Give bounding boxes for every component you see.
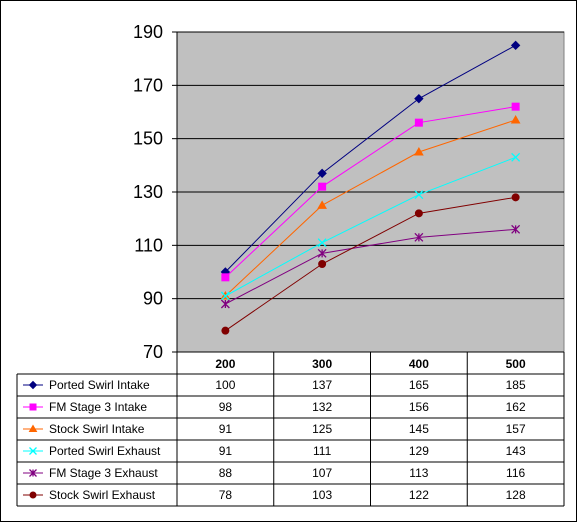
legend-label: Stock Swirl Intake [49, 422, 145, 436]
data-point [317, 248, 327, 258]
data-label: 103 [312, 488, 332, 502]
y-tick-label: 170 [133, 75, 163, 95]
series-line [225, 106, 516, 278]
series-line [225, 119, 516, 297]
y-tick-label: 110 [134, 235, 163, 255]
data-point [414, 209, 423, 218]
legend-key-marker [29, 447, 37, 455]
data-label: 78 [219, 488, 233, 502]
data-label: 100 [215, 378, 235, 392]
legend-label: FM Stage 3 Intake [49, 400, 147, 414]
data-point [414, 232, 424, 242]
data-label: 91 [219, 422, 233, 436]
data-point [317, 168, 327, 179]
x-tick-label: 500 [506, 357, 526, 371]
y-tick-label: 130 [133, 182, 163, 202]
data-point [511, 102, 520, 111]
legend-key-marker [29, 469, 37, 477]
data-point [414, 146, 424, 156]
data-label: 143 [506, 444, 526, 458]
legend-label: Ported Swirl Intake [49, 378, 150, 392]
legend-label: Stock Swirl Exhaust [49, 488, 156, 502]
data-point [318, 260, 327, 268]
series-line [225, 44, 516, 273]
data-point [414, 93, 424, 104]
series-line [225, 196, 516, 332]
data-point [511, 193, 520, 202]
data-point [220, 299, 230, 309]
legend-label: FM Stage 3 Exhaust [49, 466, 158, 480]
data-label: 129 [409, 444, 429, 458]
data-label: 185 [506, 378, 526, 392]
data-label: 165 [409, 378, 429, 392]
data-point [510, 114, 521, 124]
x-tick-label: 200 [215, 357, 235, 371]
series-line [225, 228, 516, 305]
data-label: 137 [312, 378, 332, 392]
legend-label: Ported Swirl Exhaust [49, 444, 161, 458]
data-label: 88 [219, 466, 233, 480]
data-label: 111 [313, 444, 332, 458]
data-label: 113 [409, 466, 428, 480]
data-point [510, 40, 521, 51]
legend-key-marker [29, 491, 37, 499]
y-tick-label: 150 [133, 129, 163, 149]
data-label: 156 [409, 400, 429, 414]
y-tick-label: 90 [143, 289, 163, 309]
data-point [221, 273, 230, 282]
x-tick-label: 400 [409, 357, 429, 371]
data-label: 107 [312, 466, 332, 480]
data-label: 128 [506, 488, 526, 502]
y-tick-label: 70 [143, 342, 163, 362]
data-label: 125 [312, 422, 332, 436]
data-label: 162 [506, 400, 526, 414]
x-tick-label: 300 [312, 357, 332, 371]
data-label: 132 [312, 400, 332, 414]
data-point [317, 238, 327, 248]
data-label: 98 [219, 400, 233, 414]
y-tick-label: 190 [133, 22, 163, 42]
data-label: 145 [409, 422, 429, 436]
data-point [414, 118, 423, 127]
data-point [511, 224, 521, 234]
data-point [318, 182, 327, 191]
data-label: 91 [219, 444, 233, 458]
data-point [221, 326, 230, 335]
data-point [511, 152, 521, 162]
data-label: 157 [506, 422, 526, 436]
data-point [317, 200, 327, 209]
legend-key-marker [29, 403, 37, 411]
legend-key-marker [28, 380, 38, 390]
data-point [220, 291, 230, 301]
data-label: 116 [506, 466, 525, 480]
data-point [414, 190, 424, 200]
data-label: 122 [409, 488, 429, 502]
legend-key-marker [28, 424, 38, 432]
series-line [225, 156, 516, 297]
